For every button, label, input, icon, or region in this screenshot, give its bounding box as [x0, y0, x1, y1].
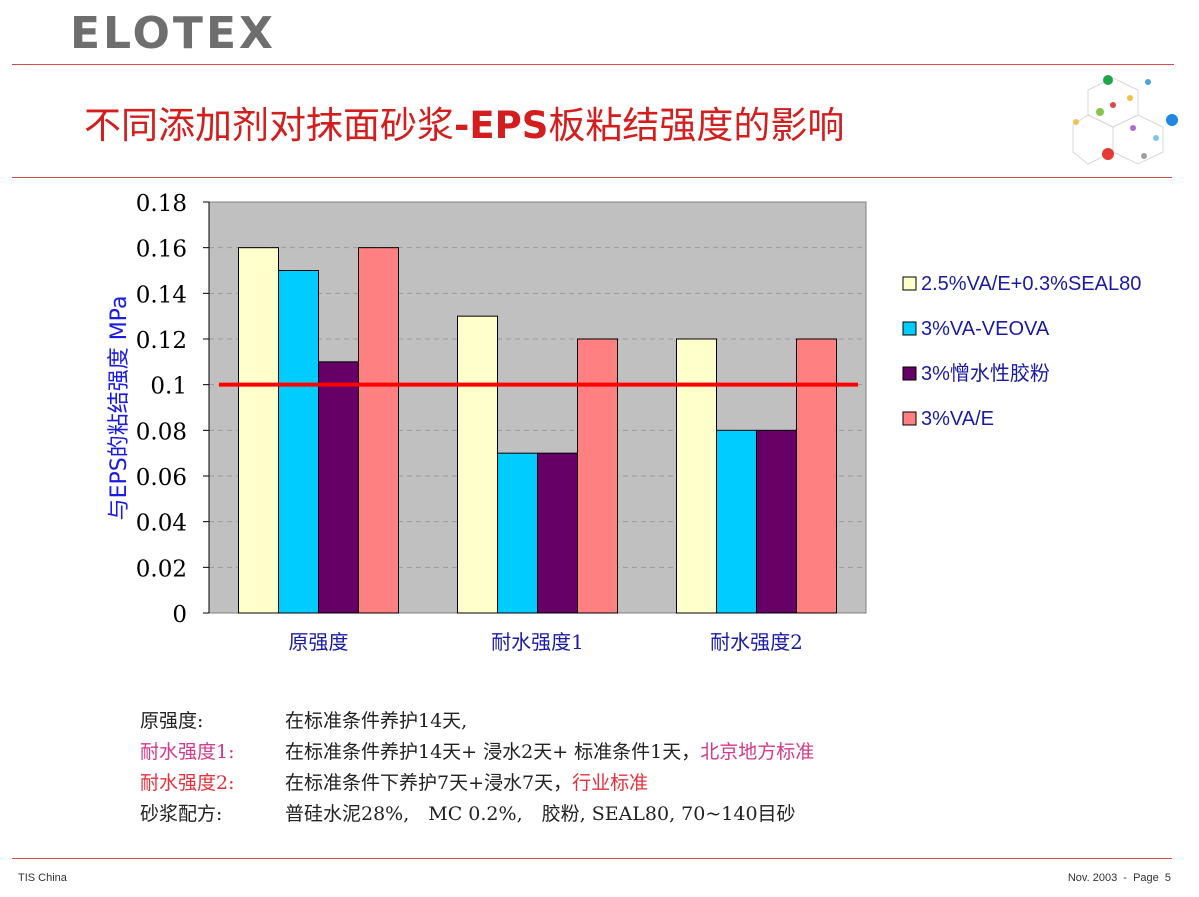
- y-tick-label: 0.02: [136, 556, 187, 582]
- note-label: 砂浆配方:: [140, 803, 223, 825]
- bar: [457, 315, 498, 614]
- molecule-decoration-icon: [1072, 75, 1178, 165]
- x-category-label: 耐水强度1: [491, 630, 584, 654]
- bar: [796, 338, 837, 614]
- bar: [577, 338, 618, 614]
- y-tick-label: 0.16: [136, 237, 187, 263]
- x-category-label: 耐水强度2: [710, 630, 803, 654]
- bar: [716, 429, 757, 614]
- footer-page: Nov. 2003 - Page 5: [1067, 872, 1171, 884]
- y-axis-label: 与EPS的粘结强度 MPa: [107, 296, 132, 521]
- y-tick-label: 0.04: [136, 511, 187, 537]
- legend-label: 3%VA-VEOVA: [921, 318, 1050, 340]
- note-water-strength-1: 耐水强度1: 在标准条件养护14天+ 浸水2天+ 标准条件1天， 北京地方标准: [140, 737, 814, 768]
- slide-title: 不同添加剂对抹面砂浆-EPS板粘结强度的影响: [84, 95, 844, 149]
- bar: [318, 361, 359, 614]
- legend-swatch: [902, 276, 917, 291]
- footer-left: TIS China: [18, 872, 67, 884]
- bar: [358, 247, 399, 614]
- legend-swatch: [902, 411, 917, 426]
- note-text: 在标准条件养护14天+ 浸水2天+ 标准条件1天，: [285, 741, 701, 763]
- y-tick-label: 0.08: [136, 419, 187, 445]
- title-part1: 不同添加剂对抹面砂浆: [84, 104, 454, 147]
- x-category-label: 原强度: [289, 630, 349, 654]
- note-label: 耐水强度2:: [140, 772, 235, 794]
- y-tick-label: 0.1: [150, 374, 187, 400]
- y-tick-label: 0.12: [136, 328, 187, 354]
- elotex-logo: ELOTEX: [70, 8, 276, 59]
- title-part2: 板粘结强度的影响: [548, 104, 845, 147]
- footer-divider: [12, 858, 1172, 859]
- note-water-strength-2: 耐水强度2: 在标准条件下养护7天+浸水7天， 行业标准: [140, 768, 814, 799]
- y-tick-label: 0.06: [136, 465, 187, 491]
- header-divider-top: [12, 64, 1174, 65]
- bond-strength-bar-chart: 0 0.02 0.04 0.06 0.08 0.1 0.12 0.14 0.16 0.18 原强度 耐…: [107, 191, 1141, 654]
- y-tick-label: 0.18: [136, 191, 187, 217]
- note-standard: 行业标准: [572, 772, 649, 794]
- note-label: 耐水强度1:: [140, 741, 235, 763]
- legend-label: 2.5%VA/E+0.3%SEAL80: [921, 273, 1141, 295]
- bar: [497, 452, 538, 614]
- note-text: 普硅水泥28%, MC 0.2%, 胶粉, SEAL80, 70~140目砂: [285, 803, 796, 825]
- bar: [676, 338, 717, 614]
- bar: [756, 429, 797, 614]
- note-text: 在标准条件下养护7天+浸水7天，: [285, 772, 573, 794]
- bar: [278, 270, 319, 614]
- legend-swatch: [902, 366, 917, 381]
- note-standard: 北京地方标准: [700, 741, 815, 763]
- note-mortar-formula: 砂浆配方: 普硅水泥28%, MC 0.2%, 胶粉, SEAL80, 70~1…: [140, 799, 814, 830]
- header-divider-bottom: [12, 177, 1172, 178]
- note-label: 原强度:: [140, 710, 204, 732]
- legend-swatch: [902, 321, 917, 336]
- note-original-strength: 原强度: 在标准条件养护14天,: [140, 706, 814, 737]
- bar: [238, 247, 279, 614]
- title-eps: -EPS: [454, 104, 549, 147]
- legend-label: 3%VA/E: [921, 408, 994, 430]
- y-tick-label: 0.14: [136, 282, 187, 308]
- legend-label: 3%憎水性胶粉: [921, 362, 1050, 385]
- bar: [537, 452, 578, 614]
- note-text: 在标准条件养护14天,: [285, 710, 468, 732]
- y-tick-label: 0: [172, 602, 187, 628]
- notes-block: 原强度: 在标准条件养护14天, 耐水强度1: 在标准条件养护14天+ 浸水2天…: [140, 706, 814, 830]
